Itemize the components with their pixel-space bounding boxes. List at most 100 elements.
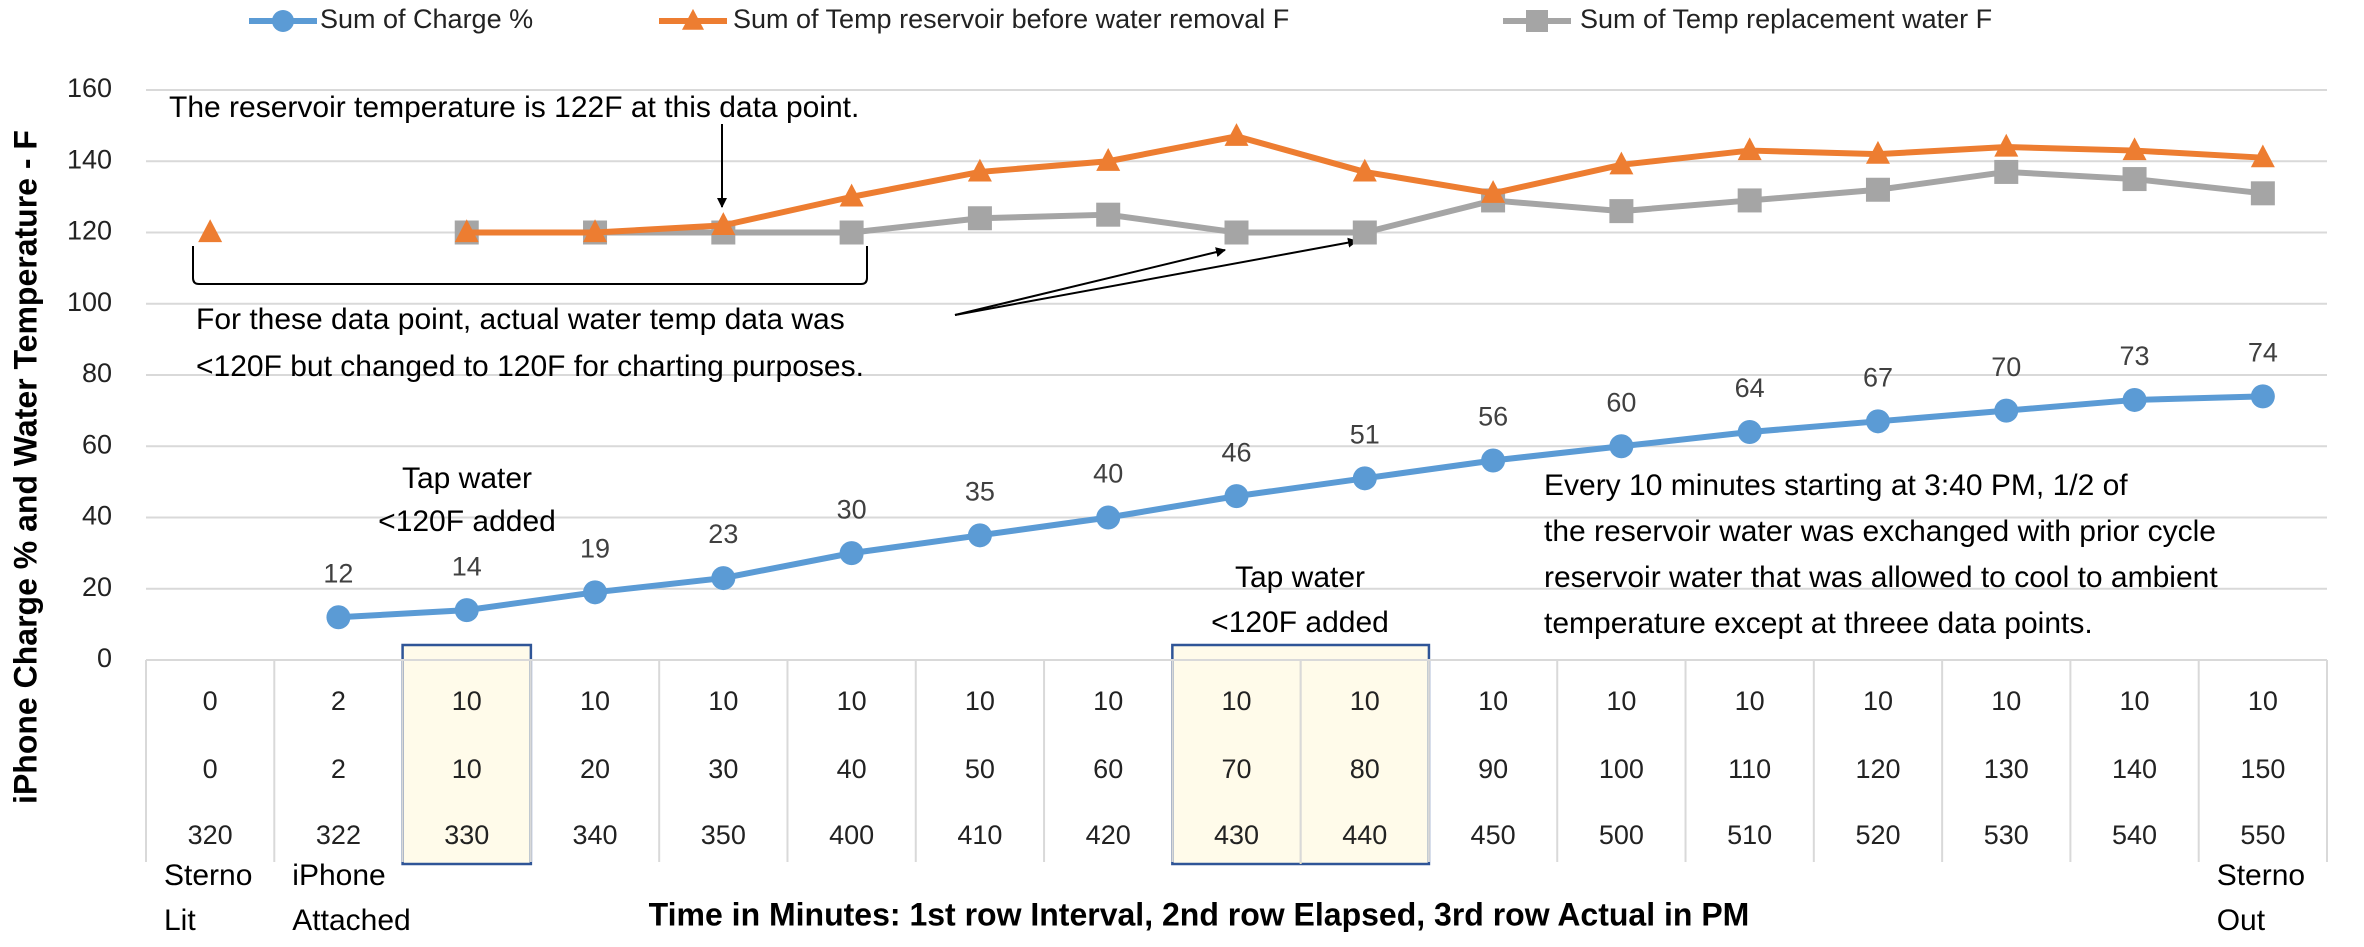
annotation: <120F added [378,505,556,538]
data-label: 46 [1221,437,1251,467]
data-label: 74 [2248,338,2278,368]
data-label: 12 [323,558,353,588]
x-tick-label: 90 [1478,754,1508,784]
marker [1096,148,1121,171]
y-tick-label: 0 [97,643,112,673]
marker [1609,434,1634,459]
marker [839,541,864,566]
marker [1994,133,2019,157]
marker [711,212,736,235]
data-label: 40 [1093,459,1123,489]
marker [1096,505,1121,530]
annotation: reservoir water that was allowed to cool… [1544,561,2218,594]
marker [839,220,864,245]
marker [1481,448,1506,473]
marker [1224,484,1249,509]
marker [1865,409,1890,434]
x-tick-label: 0 [203,686,218,716]
x-tick-label: 322 [316,820,361,850]
data-label: 70 [1991,352,2021,382]
x-tick-label: 0 [203,754,218,784]
x-tick-label: 410 [957,820,1002,850]
x-tick-label: 320 [188,820,233,850]
data-label: 30 [837,494,867,524]
marker [1096,202,1121,227]
x-tick-label: 420 [1086,820,1131,850]
marker [1994,159,2019,184]
x-tick-label: 500 [1599,820,1644,850]
x-note: Attached [292,904,410,937]
x-tick-label: 150 [2240,754,2285,784]
plot: 12 14 19 23 30 35 40 46 51 56 60 64 67 70 73 74 [198,123,2278,630]
annotation: the reservoir water was exchanged with p… [1544,515,2216,548]
y-tick-label: 120 [67,216,112,246]
x-tick-label: 10 [580,686,610,716]
x-tick-label: 110 [1728,754,1771,784]
data-label: 14 [452,551,482,581]
data-label: 23 [708,519,738,549]
series-line [338,393,2263,621]
y-tick-label: 60 [82,429,112,459]
x-tick-label: 30 [708,754,738,784]
data-label: 67 [1863,362,1893,392]
annotation: Tap water [402,462,532,495]
arrow [954,247,1226,316]
marker [198,219,223,243]
x-tick-label: 520 [1855,820,1900,850]
y-tick-label: 100 [67,287,112,317]
marker [1865,177,1890,202]
data-label: 60 [1606,387,1636,417]
marker [1352,466,1377,491]
legend-label: Sum of Charge % [320,4,533,34]
marker [1865,140,1890,164]
marker [2250,384,2275,409]
marker [2250,144,2275,168]
highlight-box [401,643,533,866]
marker [2122,137,2147,161]
y-tick-label: 20 [82,572,112,602]
x-tick-label: 10 [1350,686,1380,716]
x-note: Lit [164,904,196,937]
x-tick-label: 10 [1863,686,1893,716]
marker [2122,167,2147,192]
annotation: <120F added [1211,606,1389,639]
x-tick-label: 10 [1221,686,1251,716]
x-tick-label: 10 [452,754,482,784]
data-label: 51 [1350,419,1380,449]
data-label: 56 [1478,402,1508,432]
x-tick-label: 510 [1727,820,1772,850]
marker [1224,123,1249,146]
annotation: <120F but changed to 120F for charting p… [196,350,864,383]
x-tick-label: 540 [2112,820,2157,850]
x-tick-label: 120 [1855,754,1900,784]
x-tick-label: 530 [1984,820,2029,850]
x-axis-title: Time in Minutes: 1st row Interval, 2nd r… [649,896,1750,932]
annotation: temperature except at threee data points… [1544,607,2093,640]
marker [1609,199,1634,224]
x-tick-label: 350 [701,820,746,850]
y-tick-label: 40 [82,501,112,531]
marker [1737,188,1762,213]
x-tick-label: 340 [572,820,617,850]
annotation: Every 10 minutes starting at 3:40 PM, 1/… [1544,469,2128,502]
x-tick-label: 10 [1093,686,1123,716]
data-label: 35 [965,476,995,506]
bracket [192,246,868,285]
x-tick-label: 450 [1471,820,1516,850]
marker [711,566,736,591]
x-tick-label: 70 [1221,754,1251,784]
x-tick-label: 10 [2248,686,2278,716]
marker [1737,420,1762,444]
x-tick-label: 80 [1350,754,1380,784]
marker [2250,181,2275,206]
x-tick-label: 2 [331,686,346,716]
marker [1994,398,2019,423]
marker [583,219,608,243]
marker [1609,151,1634,175]
x-tick-label: 10 [1991,686,2021,716]
x-tick-label: 10 [1478,686,1508,716]
arrow [954,237,1358,316]
x-tick-label: 330 [444,820,489,850]
